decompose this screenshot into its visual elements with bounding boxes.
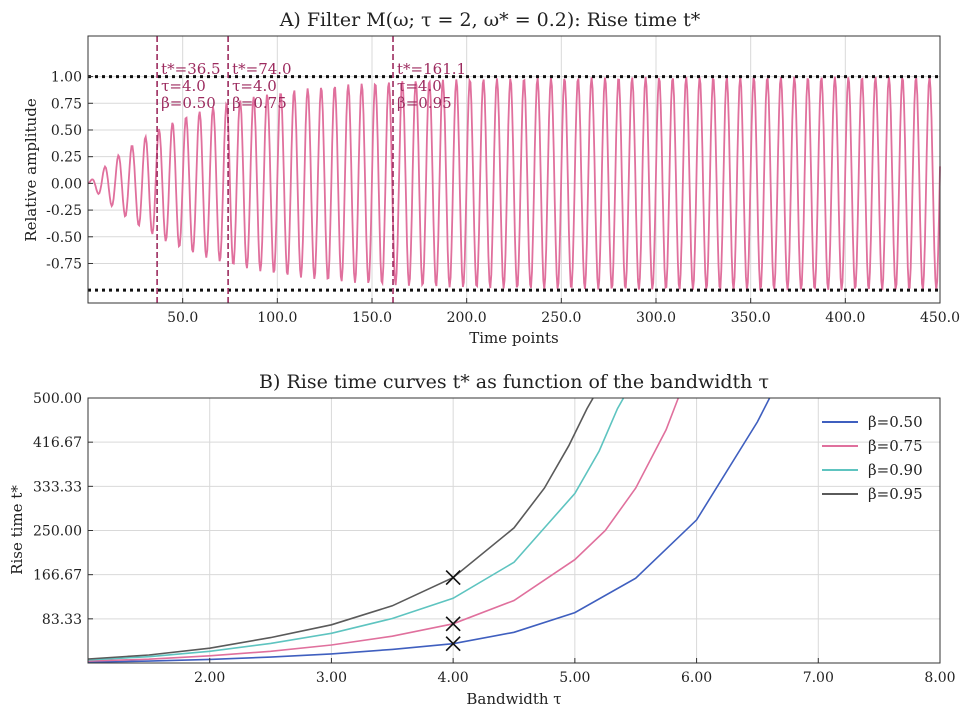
rise-time-label: t*=36.5 <box>161 60 221 78</box>
panel-a-y-ticks: -0.75 -0.50 -0.25 0.00 0.25 0.50 0.75 1.00 <box>46 70 93 272</box>
rise-time-label: t*=74.0 <box>232 60 292 78</box>
beta-label: β=0.75 <box>232 94 287 112</box>
panel-a-x-tick-label: 300.0 <box>636 310 676 326</box>
rise-curve-β=0.75 <box>88 398 680 662</box>
panel-b: B) Rise time curves t* as function of th… <box>8 371 956 708</box>
panel-b-y-tick-label: 416.67 <box>33 435 82 451</box>
rise-time-label: t*=161.1 <box>397 60 466 78</box>
rise-curve-β=0.90 <box>88 398 625 661</box>
panel-b-grid <box>88 398 940 663</box>
panel-b-y-tick-label: 250.00 <box>33 524 82 540</box>
panel-a-title: A) Filter M(ω; τ = 2, ω* = 0.2): Rise ti… <box>279 9 701 31</box>
panel-b-x-tick-label: 8.00 <box>924 670 955 686</box>
panel-a-x-tick-label: 400.0 <box>825 310 865 326</box>
panel-a-y-tick-label: 1.00 <box>51 70 82 86</box>
panel-b-y-label: Rise time t* <box>8 485 26 575</box>
panel-b-y-ticks: 83.33 166.67 250.00 333.33 416.67 500.00 <box>33 391 93 628</box>
panel-a-y-tick-label: -0.25 <box>46 203 82 219</box>
panel-b-x-tick-label: 3.00 <box>316 670 347 686</box>
panel-a-y-tick-label: 0.25 <box>51 150 82 166</box>
legend-item: β=0.95 <box>822 485 923 503</box>
panel-b-x-tick-label: 2.00 <box>194 670 225 686</box>
beta-label: β=0.50 <box>161 94 216 112</box>
panel-b-legend: β=0.50 β=0.75 β=0.90 β=0.95 <box>822 413 923 503</box>
x-marker <box>445 636 461 652</box>
panel-b-y-tick-label: 83.33 <box>42 612 82 628</box>
panel-a-frame <box>87 35 941 304</box>
panel-a-y-label: Relative amplitude <box>22 98 40 242</box>
legend-item: β=0.50 <box>822 413 923 431</box>
panel-a-y-tick-label: 0.50 <box>51 123 82 139</box>
panel-a-plot-area <box>87 36 941 303</box>
tau-label: τ=4.0 <box>232 77 277 95</box>
x-marker <box>445 570 461 586</box>
legend-label: β=0.50 <box>868 413 923 431</box>
panel-b-x-tick-label: 5.00 <box>559 670 590 686</box>
beta-label: β=0.95 <box>397 94 452 112</box>
panel-a-x-tick-label: 50.0 <box>167 310 198 326</box>
panel-a-x-tick-label: 150.0 <box>352 310 392 326</box>
panel-b-x-tick-label: 7.00 <box>803 670 834 686</box>
legend-label: β=0.75 <box>868 437 923 455</box>
panel-a-y-tick-label: -0.50 <box>46 230 82 246</box>
panel-b-x-tick-label: 4.00 <box>438 670 469 686</box>
panel-b-y-tick-label: 333.33 <box>33 479 82 495</box>
panel-a-x-tick-label: 100.0 <box>257 310 297 326</box>
x-marker <box>445 616 461 632</box>
panel-b-x-ticks: 2.00 3.00 4.00 5.00 6.00 7.00 8.00 <box>194 658 956 686</box>
legend-item: β=0.75 <box>822 437 923 455</box>
panel-a-x-tick-label: 350.0 <box>731 310 771 326</box>
panel-a-x-label: Time points <box>469 329 559 347</box>
panel-b-x-label: Bandwidth τ <box>466 690 561 708</box>
panel-a-y-tick-label: 0.00 <box>51 176 82 192</box>
panel-a-x-tick-label: 200.0 <box>447 310 487 326</box>
panel-a-x-tick-label: 450.0 <box>920 310 960 326</box>
panel-b-title: B) Rise time curves t* as function of th… <box>259 371 769 393</box>
panel-a-x-tick-label: 250.0 <box>541 310 581 326</box>
tau-label: τ=4.0 <box>161 77 206 95</box>
rise-curve-β=0.95 <box>88 398 594 660</box>
panel-a-x-ticks: 50.0 100.0 150.0 200.0 250.0 300.0 350.0 400.0 4… <box>167 298 960 326</box>
panel-b-y-tick-label: 500.00 <box>33 391 82 407</box>
panel-a-y-tick-label: -0.75 <box>46 256 82 272</box>
panel-b-y-tick-label: 166.67 <box>33 568 82 584</box>
panel-b-x-tick-label: 6.00 <box>681 670 712 686</box>
panel-a: A) Filter M(ω; τ = 2, ω* = 0.2): Rise ti… <box>22 9 960 347</box>
panel-a-annotations: t*=36.5τ=4.0β=0.50t*=74.0τ=4.0β=0.75t*=1… <box>161 60 466 112</box>
legend-label: β=0.95 <box>868 485 923 503</box>
legend-label: β=0.90 <box>868 461 923 479</box>
legend-item: β=0.90 <box>822 461 923 479</box>
tau-label: τ=4.0 <box>397 77 442 95</box>
panel-a-y-tick-label: 0.75 <box>51 96 82 112</box>
signal-line <box>87 75 941 292</box>
